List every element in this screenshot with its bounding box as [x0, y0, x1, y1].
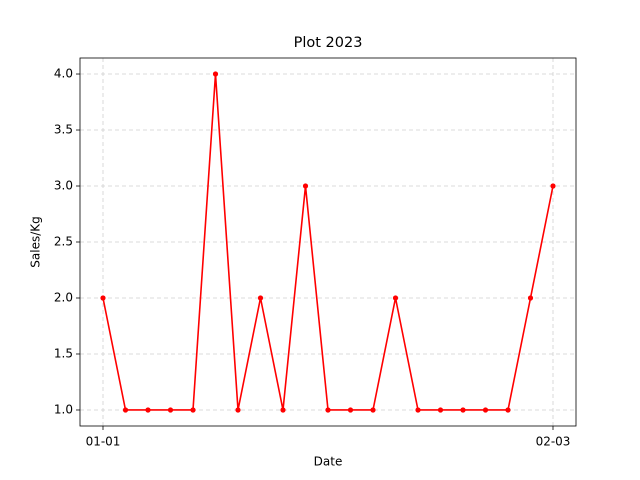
data-point: [302, 183, 309, 189]
data-point: [460, 407, 466, 413]
y-tick-label: 1.5: [54, 346, 73, 360]
chart-title: Plot 2023: [294, 35, 363, 51]
data-point: [347, 407, 354, 413]
data-point: [280, 407, 286, 413]
data-point: [482, 407, 489, 413]
data-point: [392, 295, 399, 301]
y-tick-label: 2.5: [54, 235, 73, 249]
data-point: [122, 407, 129, 413]
data-point: [190, 407, 196, 413]
data-point: [145, 407, 151, 413]
data-point: [550, 183, 556, 189]
y-tick-label: 3.5: [54, 123, 73, 137]
x-tick-label: 02-03: [536, 435, 571, 449]
data-point: [325, 407, 331, 413]
y-tick-label: 3.0: [54, 179, 73, 193]
data-point: [257, 295, 264, 301]
data-point: [167, 407, 174, 413]
data-point: [100, 295, 106, 301]
y-tick-label: 4.0: [54, 67, 73, 81]
data-point: [212, 71, 219, 77]
data-point: [415, 407, 421, 413]
y-axis-label: Sales/Kg: [29, 216, 43, 267]
y-tick-label: 1.0: [54, 402, 73, 416]
x-axis-label: Date: [314, 455, 343, 469]
y-tick-label: 2.0: [54, 290, 73, 304]
data-point: [370, 407, 376, 413]
data-point: [437, 407, 444, 413]
data-point: [527, 295, 534, 301]
x-tick-label: 01-01: [86, 435, 121, 449]
data-point: [235, 407, 241, 413]
plot-frame: [79, 57, 577, 427]
data-point: [505, 407, 511, 413]
